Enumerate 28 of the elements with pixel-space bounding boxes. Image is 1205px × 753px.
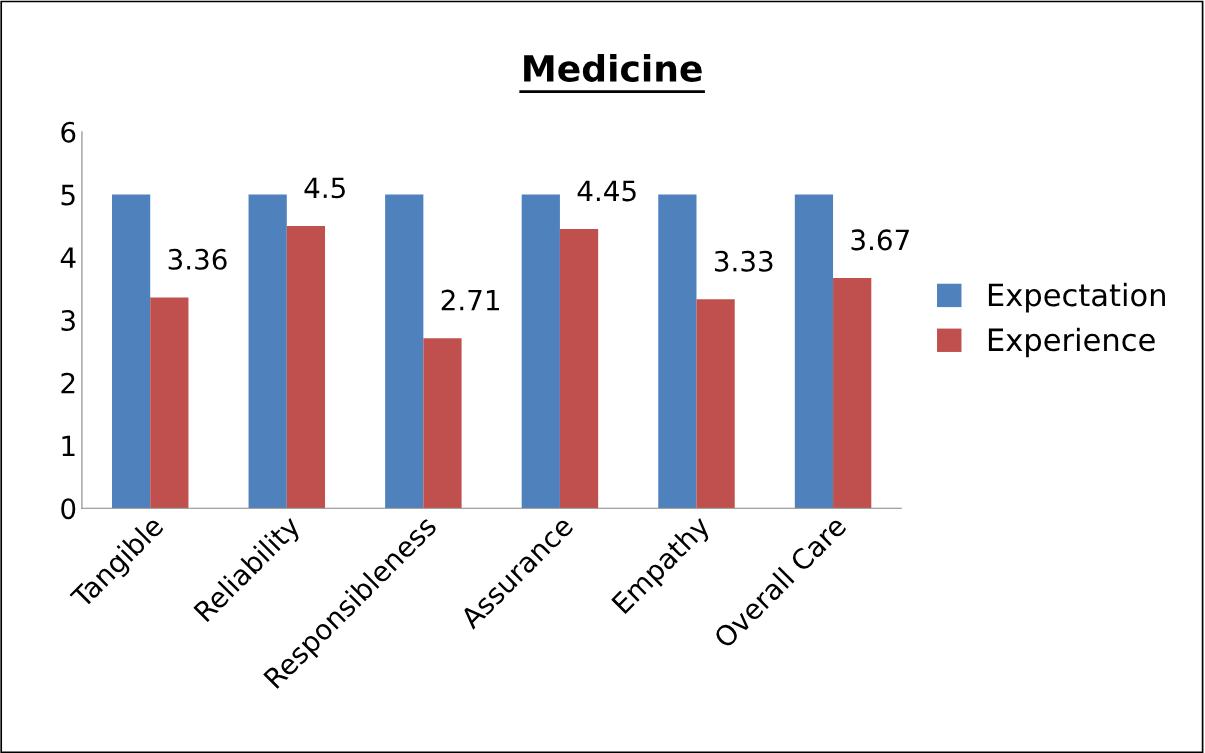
- bar: [794, 194, 834, 509]
- bar: [521, 194, 560, 509]
- y-tick-label: 0: [61, 498, 76, 520]
- data-label: 2.71: [441, 289, 499, 311]
- bar: [111, 194, 151, 509]
- bar: [658, 194, 697, 509]
- bar: [833, 277, 872, 509]
- data-label: 3.33: [714, 250, 773, 272]
- y-tick-label: 4: [60, 247, 76, 268]
- data-label: 4.45: [577, 180, 636, 202]
- bar: [696, 299, 735, 509]
- legend-label: Experience: [988, 327, 1155, 358]
- chart-title: Medicine: [524, 54, 702, 83]
- data-label: 3.36: [168, 248, 227, 270]
- legend-label: Expectation: [988, 282, 1165, 313]
- bar: [385, 194, 424, 509]
- data-label: 3.67: [851, 229, 909, 251]
- bar: [559, 229, 599, 509]
- data-label: 4.5: [304, 177, 345, 199]
- y-tick-label: 6: [61, 121, 76, 143]
- y-tick-label: 3: [61, 309, 75, 331]
- bar: [423, 338, 462, 509]
- bar: [248, 194, 287, 509]
- y-tick-label: 1: [62, 435, 75, 457]
- bar: [286, 225, 326, 509]
- bar: [150, 297, 189, 509]
- y-tick-label: 2: [61, 372, 75, 394]
- y-tick-label: 5: [61, 184, 75, 206]
